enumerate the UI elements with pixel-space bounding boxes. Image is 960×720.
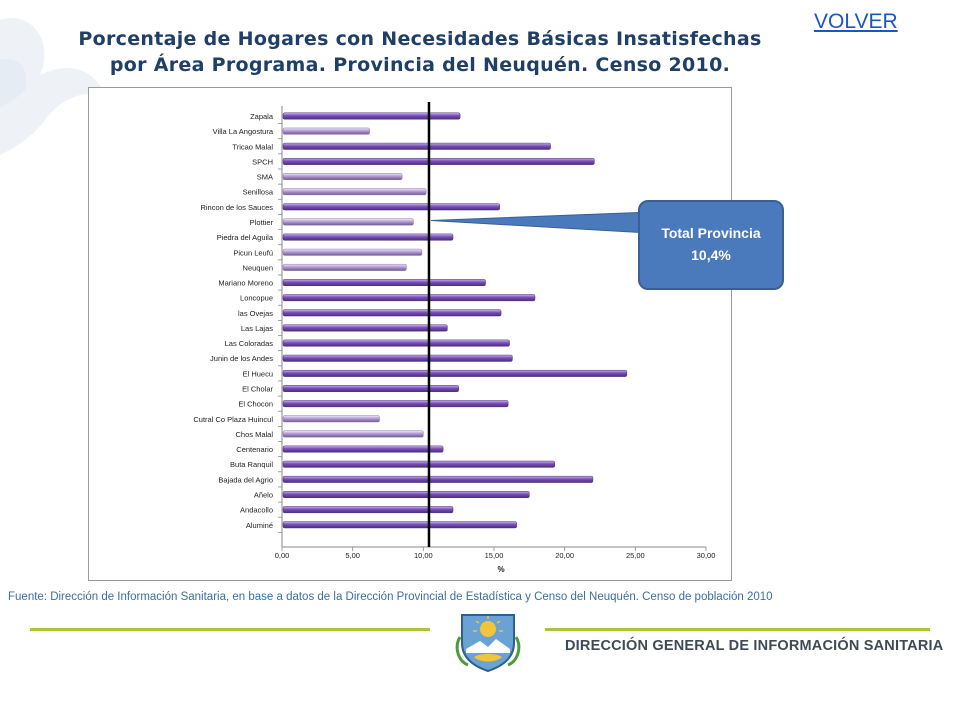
bar-mark — [282, 112, 461, 120]
category-label: Zapala — [250, 112, 274, 121]
category-label: El Cholar — [242, 385, 273, 394]
category-label: Mariano Moreno — [218, 279, 273, 288]
bar-mark — [282, 309, 502, 317]
bar-mark — [282, 445, 444, 453]
category-label: Piedra del Aguila — [217, 233, 274, 242]
category-label: SMA — [257, 173, 273, 182]
bar-mark — [282, 203, 500, 211]
category-label: Buta Ranquil — [230, 460, 273, 469]
volver-link[interactable]: VOLVER — [814, 10, 898, 33]
category-label: Añelo — [254, 491, 273, 500]
category-label: Cutral Co Plaza Huincul — [193, 415, 273, 424]
chart-title-line1: Porcentaje de Hogares con Necesidades Bá… — [78, 28, 762, 50]
bar-mark — [282, 279, 486, 286]
bar-mark — [282, 188, 427, 196]
category-label: El Chocon — [238, 400, 273, 409]
category-label: SPCH — [252, 157, 273, 166]
chart-title: Porcentaje de Hogares con Necesidades Bá… — [40, 26, 800, 78]
total-provincia-callout: Total Provincia 10,4% — [638, 200, 784, 290]
chart-frame — [88, 87, 732, 581]
category-label: Junin de los Andes — [210, 354, 273, 363]
bar-mark — [282, 460, 556, 468]
dove-watermark — [0, 18, 105, 156]
bar-mark — [282, 157, 595, 165]
bar-mark — [282, 294, 536, 302]
bar-chart: Zapala Villa La Angostura Tricao Malal SPCH… — [193, 102, 716, 574]
chart-title-line2: por Área Programa. Provincia del Neuquén… — [109, 54, 731, 76]
category-label: Aluminé — [246, 521, 273, 530]
footer-rule-left — [30, 628, 430, 631]
category-label: Andacollo — [240, 506, 273, 515]
x-tick-label: 25,00 — [626, 551, 645, 560]
category-label: Las Coloradas — [225, 339, 274, 348]
x-tick-label: 5,00 — [345, 551, 360, 560]
bar-mark — [282, 248, 423, 256]
bar-mark — [282, 218, 414, 226]
bar-mark — [282, 385, 459, 392]
bar-mark — [282, 506, 454, 514]
category-label: Las Lajas — [241, 324, 273, 333]
x-tick-label: 10,00 — [414, 551, 433, 560]
bar-mark — [282, 233, 454, 241]
x-tick-label: 0,00 — [275, 551, 290, 560]
callout-pointer — [430, 211, 641, 233]
bar-mark — [282, 415, 380, 423]
category-label: Villa La Angostura — [213, 127, 274, 136]
callout-value: 10,4% — [691, 247, 731, 263]
bar-mark — [282, 142, 551, 150]
category-label: Chos Malal — [235, 430, 273, 439]
bar-mark — [282, 430, 424, 438]
x-tick-label: 30,00 — [697, 551, 716, 560]
callout-label: Total Provincia — [661, 225, 761, 241]
bar-mark — [282, 400, 509, 408]
bar-mark — [282, 173, 403, 181]
category-label: Rincon de los Sauces — [200, 203, 273, 212]
category-label: Bajada del Agrio — [218, 475, 273, 484]
category-label: Loncopue — [240, 294, 273, 303]
bar-mark — [282, 521, 517, 529]
category-label: Neuquen — [243, 263, 273, 272]
category-label: El Huecu — [243, 369, 273, 378]
footer-rule-right — [545, 628, 930, 631]
category-label: las Ovejas — [238, 309, 273, 318]
bar-mark — [282, 369, 628, 377]
category-label: Plottier — [250, 218, 274, 227]
category-label: Picun Leufú — [233, 248, 273, 257]
bar-mark — [282, 491, 530, 498]
x-tick-label: 15,00 — [485, 551, 504, 560]
x-tick-label: 20,00 — [555, 551, 574, 560]
bar-mark — [282, 127, 370, 135]
bar-mark — [282, 263, 407, 271]
source-note: Fuente: Dirección de Información Sanitar… — [8, 591, 773, 603]
bar-mark — [282, 354, 513, 362]
neuquen-emblem-logo — [455, 614, 521, 673]
bar-mark — [282, 339, 510, 347]
organization-name: DIRECCIÓN GENERAL DE INFORMACIÓN SANITAR… — [565, 638, 944, 654]
category-label: Tricao Malal — [232, 142, 273, 151]
x-axis-label: % — [498, 565, 505, 574]
category-label: Centenario — [236, 445, 273, 454]
bar-mark — [282, 475, 594, 483]
bar-mark — [282, 324, 448, 332]
category-label: Senillosa — [243, 188, 274, 197]
